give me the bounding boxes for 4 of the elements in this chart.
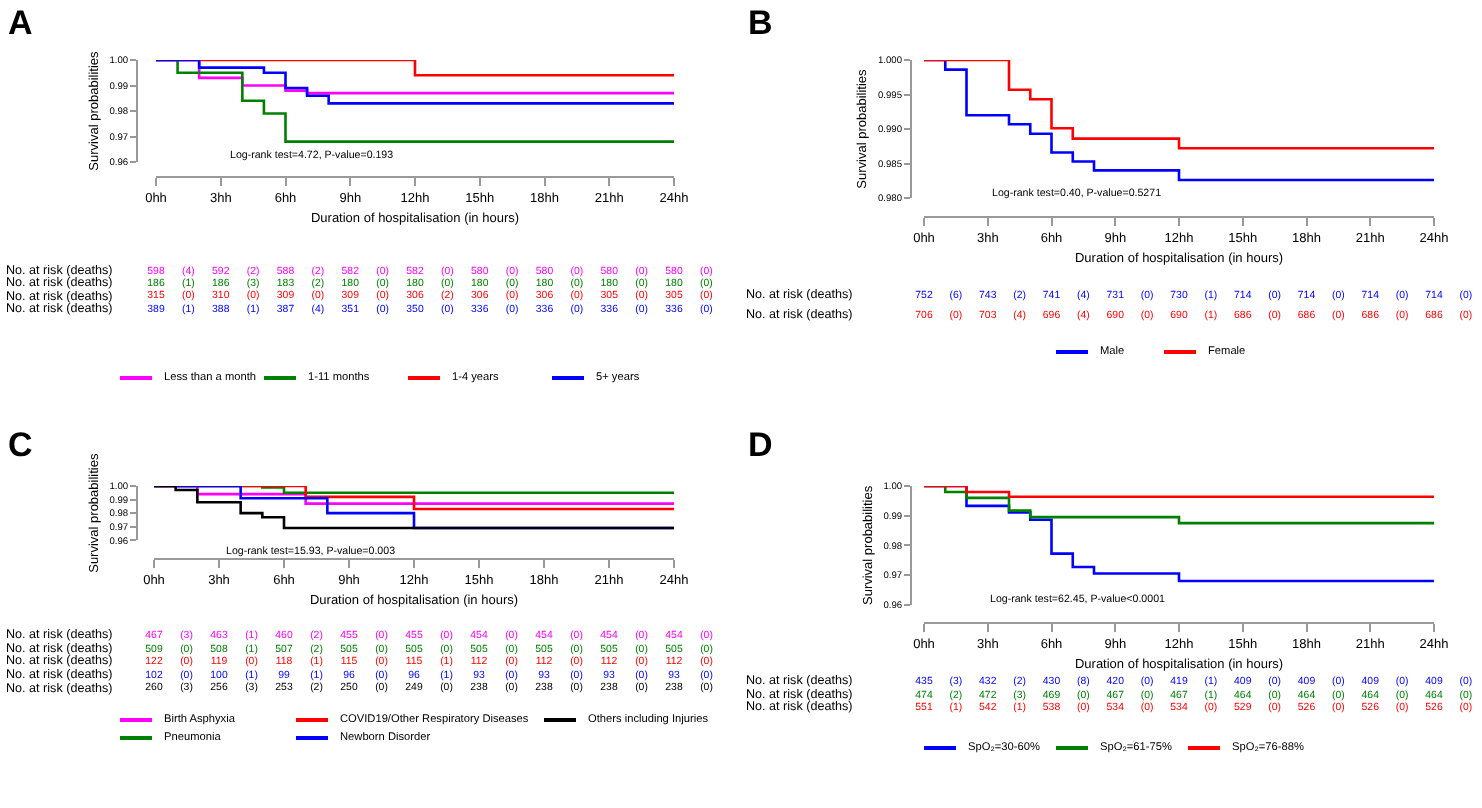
chart-title: B — [748, 4, 773, 44]
chart-title: D — [748, 426, 773, 466]
chart-title: C — [8, 426, 33, 466]
chart-title: A — [8, 4, 33, 44]
